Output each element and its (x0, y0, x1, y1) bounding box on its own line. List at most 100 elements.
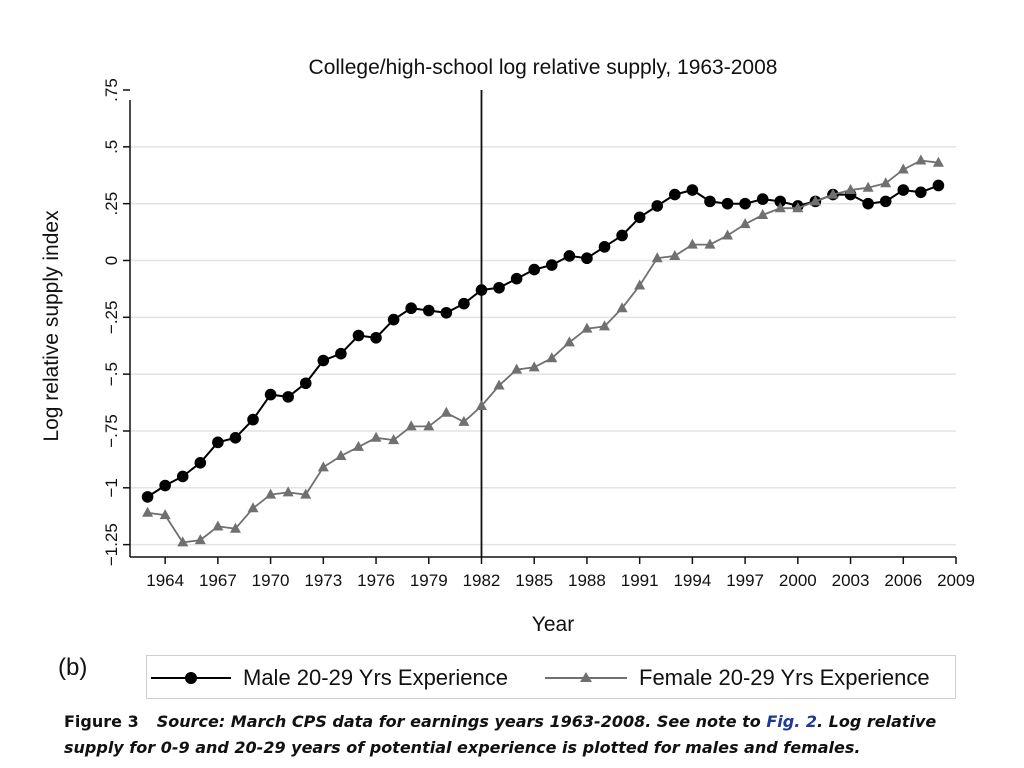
x-tick-label: 1976 (357, 571, 395, 590)
data-point (493, 379, 505, 390)
figure-link[interactable]: Fig. 2 (766, 712, 817, 731)
data-point (880, 177, 892, 188)
x-tick-label: 2003 (832, 571, 870, 590)
data-point (581, 252, 593, 265)
x-tick-label: 1994 (673, 571, 711, 590)
data-point (159, 479, 171, 492)
x-tick-label: 1964 (146, 571, 184, 590)
data-point (458, 297, 470, 310)
data-point (528, 361, 540, 372)
data-point (194, 534, 206, 545)
data-point (809, 195, 821, 206)
data-point (458, 415, 470, 426)
data-point (370, 431, 382, 442)
panel-label: (b) (58, 654, 88, 681)
data-point (739, 197, 751, 210)
series-female (142, 154, 944, 547)
x-tick-label: 1970 (252, 571, 290, 590)
data-point (264, 388, 277, 401)
x-tick-label: 2006 (884, 571, 922, 590)
legend: Male 20-29 Yrs Experience Female 20-29 Y… (146, 655, 956, 699)
y-tick-label: −1 (102, 478, 121, 497)
data-point (247, 502, 259, 513)
data-point (897, 163, 909, 174)
data-point (247, 413, 259, 426)
chart-title: College/high-school log relative supply,… (309, 56, 778, 79)
x-tick-label: 2009 (937, 571, 975, 590)
figure-caption: Figure 3 Source: March CPS data for earni… (64, 709, 964, 761)
data-point (282, 486, 294, 497)
data-point (862, 197, 874, 210)
data-point (845, 184, 857, 195)
data-point (352, 440, 364, 451)
data-point (616, 302, 628, 313)
x-tick-label: 1967 (199, 571, 237, 590)
data-point (177, 536, 189, 547)
chart: College/high-school log relative supply,… (40, 56, 975, 636)
legend-swatches (151, 672, 627, 684)
data-point (616, 229, 628, 242)
data-point (317, 461, 329, 472)
data-point (528, 263, 541, 276)
data-point (299, 377, 312, 390)
data-point (721, 197, 734, 210)
data-point (141, 491, 154, 503)
data-point (669, 188, 681, 201)
data-point (634, 279, 646, 290)
data-point (704, 195, 716, 208)
data-point (722, 229, 734, 240)
data-point (229, 522, 241, 533)
x-tick-label: 2000 (779, 571, 817, 590)
data-point (511, 363, 523, 374)
x-tick-label: 1979 (410, 571, 448, 590)
series-male (141, 179, 945, 503)
data-point (563, 336, 575, 347)
data-point (774, 195, 787, 208)
data-point (932, 156, 944, 167)
data-point (510, 272, 523, 285)
axes: .75 .5 .25 0 −.25 −.5 −.75 −1 −1.25 1964 1967 1970 1… (102, 78, 975, 590)
data-point (440, 306, 453, 319)
data-point (176, 470, 189, 483)
data-point (563, 250, 576, 262)
caption-text-start: Source: March CPS data for earnings year… (156, 712, 767, 731)
gridlines (130, 146, 956, 546)
data-point (704, 238, 716, 249)
data-point (335, 449, 347, 460)
data-point (387, 313, 400, 326)
data-point (792, 202, 804, 213)
data-point (405, 420, 417, 431)
figure-number: Figure 3 (64, 712, 139, 731)
data-point (423, 420, 435, 431)
series-line (147, 159, 939, 544)
data-point (370, 331, 382, 344)
x-tick-label: 1985 (515, 571, 553, 590)
data-point (757, 209, 769, 220)
y-tick-label: −1.25 (102, 523, 121, 566)
series-line (147, 184, 939, 498)
data-point (633, 211, 646, 224)
data-point (915, 186, 927, 199)
data-point (739, 218, 751, 229)
data-point (142, 506, 154, 517)
data-point (598, 241, 611, 253)
data-point (317, 354, 330, 367)
data-point (282, 391, 294, 403)
data-point (388, 434, 400, 445)
legend-female-label: Female 20-29 Yrs Experience (639, 665, 930, 690)
data-point (669, 249, 681, 260)
caption-text-end: . Log relative supply for 0-9 and 20-29 … (64, 712, 937, 757)
y-tick-label: −.25 (102, 301, 121, 335)
data-point (212, 436, 224, 449)
data-point (194, 457, 207, 469)
legend-male-label: Male 20-29 Yrs Experience (243, 665, 508, 690)
data-point (686, 238, 698, 249)
data-point (229, 431, 242, 444)
data-point (545, 259, 558, 271)
data-point (651, 252, 663, 263)
x-tick-label: 1982 (463, 571, 501, 590)
y-tick-label: −.75 (102, 414, 121, 448)
y-axis-label: Log relative supply index (40, 210, 63, 442)
data-point (422, 304, 435, 317)
data-point (932, 179, 945, 192)
